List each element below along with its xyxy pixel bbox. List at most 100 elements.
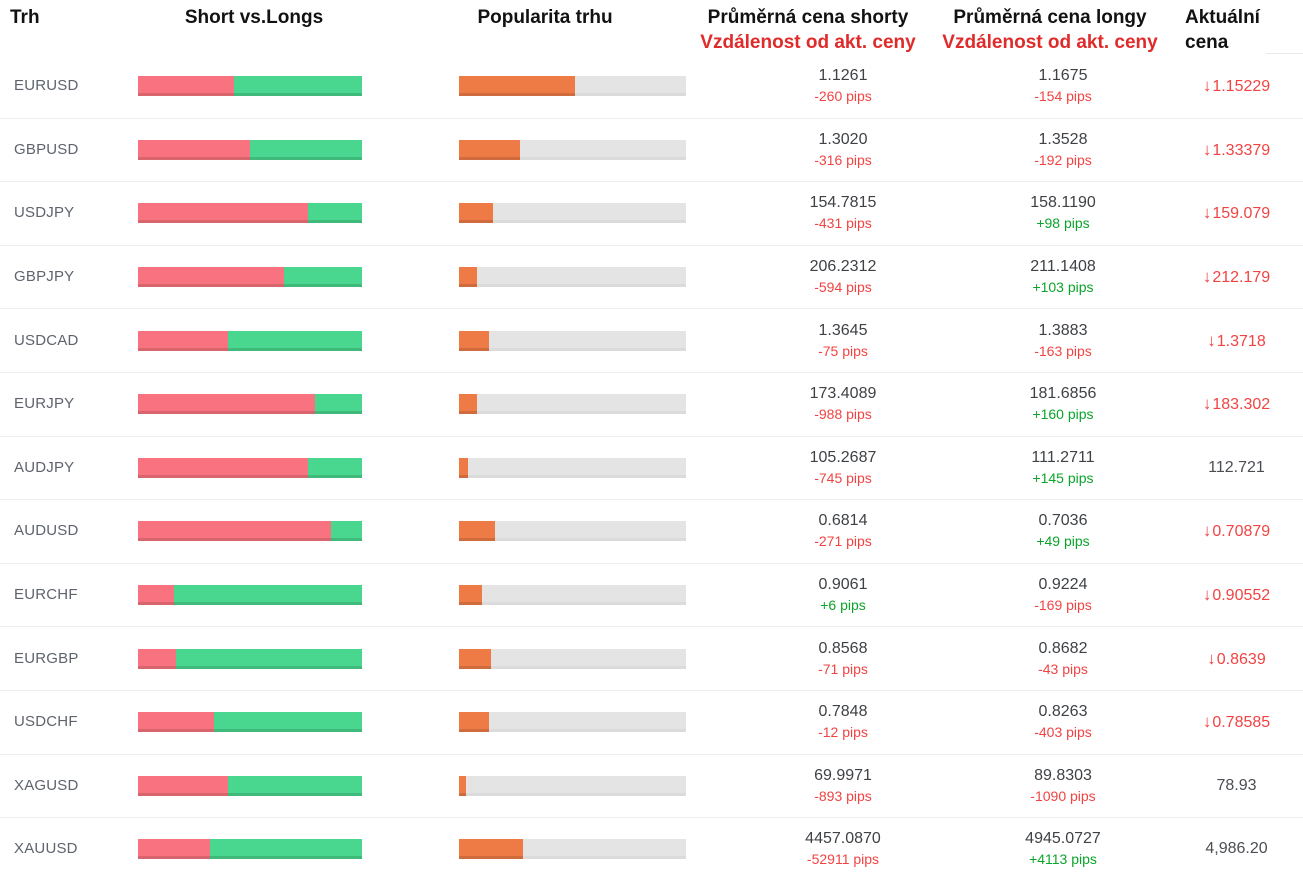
shorts-bar-segment (138, 839, 210, 860)
longs-bar-segment (227, 775, 362, 796)
short-distance-pips: -271 pips (814, 533, 872, 550)
short-distance-pips: -52911 pips (806, 851, 880, 868)
popularity-bar-fill (459, 330, 489, 351)
popularity-bar-fill (459, 267, 478, 288)
long-distance-pips: -1090 pips (1030, 787, 1096, 804)
header-market: Trh (10, 7, 40, 28)
popularity-bar (459, 267, 686, 288)
short-vs-longs-bar (138, 457, 362, 478)
shorts-bar-segment (138, 139, 250, 160)
avg-short-price: 0.8568 (818, 639, 868, 657)
down-arrow-icon: ↓ (1202, 712, 1212, 732)
pair-label: USDJPY (14, 204, 75, 222)
table-row: XAUUSD 4457.0870 -52911 pips 4945.0727 +… (0, 817, 1303, 881)
longs-bar-segment (330, 521, 362, 542)
short-vs-longs-bar (138, 139, 362, 160)
avg-long-price: 89.8303 (1034, 766, 1092, 784)
table-row: GBPJPY 206.2312 -594 pips 211.1408 +103 … (0, 244, 1303, 309)
header-edge-divider (1266, 53, 1303, 54)
table-header: Trh Short vs.Longs Popularita trhu Průmě… (0, 0, 1303, 54)
table-row: USDCHF 0.7848 -12 pips 0.8263 -403 pips … (0, 689, 1303, 754)
popularity-bar (459, 457, 686, 478)
longs-bar-segment (227, 330, 362, 351)
shorts-bar-segment (138, 75, 235, 96)
short-vs-longs-bar (138, 330, 362, 351)
avg-short-price: 0.7848 (818, 703, 868, 721)
long-distance-pips: -43 pips (1038, 660, 1088, 677)
longs-bar-segment (250, 139, 362, 160)
popularity-bar (459, 648, 686, 669)
shorts-bar-segment (138, 775, 228, 796)
pair-label: USDCAD (14, 331, 79, 349)
avg-short-price: 1.1261 (818, 66, 868, 84)
avg-long-price: 1.1675 (1038, 66, 1088, 84)
shorts-bar-segment (138, 394, 315, 415)
down-arrow-icon: ↓ (1202, 394, 1212, 414)
short-vs-longs-bar (138, 521, 362, 542)
current-price: 1.33379 (1212, 141, 1271, 159)
longs-bar-segment (308, 203, 362, 224)
current-price: 112.721 (1208, 458, 1265, 476)
down-arrow-icon: ↓ (1202, 521, 1212, 541)
short-vs-longs-bar (138, 712, 362, 733)
table-row: USDJPY 154.7815 -431 pips 158.1190 +98 p… (0, 181, 1303, 245)
header-short-vs-longs: Short vs.Longs (184, 7, 324, 28)
short-vs-longs-bar (138, 75, 362, 96)
long-distance-pips: -403 pips (1034, 724, 1092, 741)
avg-long-price: 4945.0727 (1025, 830, 1101, 848)
shorts-bar-segment (138, 457, 309, 478)
pair-label: XAUUSD (14, 840, 78, 858)
short-vs-longs-bar (138, 267, 362, 288)
avg-long-price: 111.2711 (1031, 448, 1095, 466)
avg-short-price: 1.3020 (818, 130, 868, 148)
avg-short-price: 154.7815 (809, 194, 877, 212)
avg-long-price: 0.9224 (1038, 576, 1088, 594)
down-arrow-icon: ↓ (1202, 267, 1212, 287)
long-distance-pips: +103 pips (1032, 279, 1094, 296)
pair-label: EURUSD (14, 76, 79, 94)
longs-bar-segment (214, 712, 362, 733)
avg-short-price: 4457.0870 (805, 830, 881, 848)
short-vs-longs-bar (138, 394, 362, 415)
short-distance-pips: -75 pips (818, 342, 868, 359)
pair-label: USDCHF (14, 713, 78, 731)
avg-long-price: 0.7036 (1038, 512, 1088, 530)
table-row: USDCAD 1.3645 -75 pips 1.3883 -163 pips … (0, 308, 1303, 372)
long-distance-pips: -169 pips (1034, 597, 1092, 614)
popularity-bar (459, 712, 686, 733)
avg-short-price: 105.2687 (809, 448, 877, 466)
short-distance-pips: -71 pips (818, 660, 868, 677)
popularity-bar (459, 203, 686, 224)
avg-short-price: 173.4089 (809, 385, 877, 403)
popularity-bar (459, 585, 686, 606)
header-avg-short-title: Průměrná cena shorty (707, 7, 909, 28)
pair-label: EURJPY (14, 395, 75, 413)
current-price: 0.78585 (1212, 714, 1271, 732)
popularity-bar (459, 775, 686, 796)
avg-long-price: 1.3528 (1038, 130, 1088, 148)
long-distance-pips: -192 pips (1034, 151, 1092, 168)
long-distance-pips: +145 pips (1032, 469, 1094, 486)
short-distance-pips: +6 pips (820, 597, 866, 614)
popularity-bar-fill (459, 521, 496, 542)
popularity-bar (459, 139, 686, 160)
short-distance-pips: -12 pips (818, 724, 868, 741)
table-row: XAGUSD 69.9971 -893 pips 89.8303 -1090 p… (0, 753, 1303, 818)
long-distance-pips: +160 pips (1032, 406, 1094, 423)
down-arrow-icon: ↓ (1202, 585, 1212, 605)
short-distance-pips: -260 pips (814, 87, 872, 104)
avg-short-price: 206.2312 (809, 258, 877, 276)
long-distance-pips: +4113 pips (1029, 851, 1097, 868)
avg-long-price: 158.1190 (1030, 194, 1096, 212)
down-arrow-icon: ↓ (1202, 75, 1212, 95)
header-current-price: Aktuální cena (1185, 7, 1260, 53)
current-price: 0.8639 (1216, 650, 1266, 668)
avg-long-price: 211.1408 (1030, 258, 1096, 276)
table-row: EURUSD 1.1261 -260 pips 1.1675 -154 pips… (0, 54, 1303, 118)
short-vs-longs-bar (138, 839, 362, 860)
header-avg-long: Průměrná cena longy Vzdálenost od akt. c… (930, 5, 1170, 55)
current-price: 159.079 (1212, 205, 1271, 223)
popularity-bar (459, 394, 686, 415)
header-avg-short: Průměrná cena shorty Vzdálenost od akt. … (686, 5, 930, 55)
